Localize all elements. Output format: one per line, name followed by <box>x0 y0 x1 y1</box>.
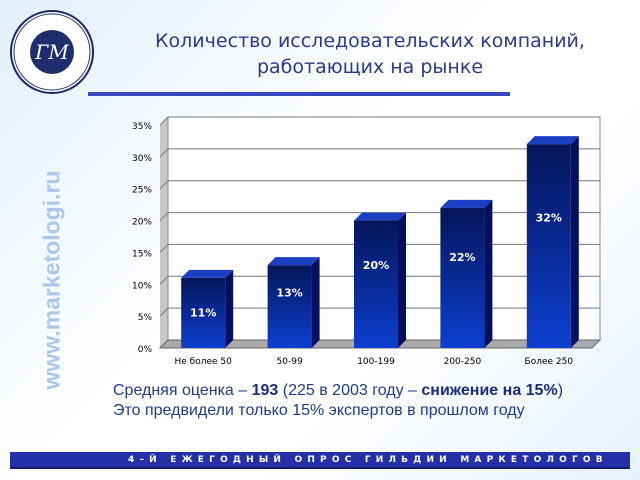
y-tick-label: 30% <box>132 154 152 164</box>
website-watermark: www.marketologi.ru <box>38 170 65 390</box>
bar-value-label: 22% <box>449 251 475 264</box>
bar-top <box>181 269 234 278</box>
bar <box>440 207 485 348</box>
title-divider <box>88 92 510 96</box>
page-title: Количество исследовательских компаний, ра… <box>110 28 630 80</box>
guild-logo: ГМ <box>10 10 94 94</box>
y-tick-label: 25% <box>132 186 152 196</box>
gridline-side <box>159 244 169 253</box>
gridline-side <box>159 180 169 190</box>
plot-side-wall <box>160 117 168 348</box>
bar-side <box>225 269 234 348</box>
gridline-side <box>159 116 169 126</box>
bar <box>354 220 398 348</box>
note-line-1: Средняя оценка – 193 (225 в 2003 году – … <box>113 382 564 399</box>
gridline-side <box>159 212 169 221</box>
bar <box>267 265 312 348</box>
gridline-side <box>159 275 169 285</box>
bar-top <box>526 136 579 145</box>
note-line-2: Это предвидели только 15% экспертов в пр… <box>113 402 525 419</box>
x-tick-label: 200-250 <box>444 357 482 367</box>
y-tick-label: 35% <box>132 122 152 132</box>
bar <box>526 144 571 348</box>
x-tick-label: Не более 50 <box>175 357 233 367</box>
gridline-side <box>159 148 169 158</box>
bar-side <box>398 212 406 348</box>
bar-side <box>311 257 320 348</box>
title-line-1: Количество исследовательских компаний, <box>155 30 585 52</box>
bar-top <box>354 212 406 221</box>
bar-top <box>267 257 320 266</box>
bar-chart: 0% 5% 10% 15% 20% 25% 30% 35% 11% Не более 50 13% 5… <box>132 116 602 367</box>
y-tick-label: 10% <box>132 281 152 291</box>
bar-value-label: 20% <box>363 259 389 272</box>
svg-text:ГМ: ГМ <box>34 40 69 64</box>
bar-top <box>440 199 493 208</box>
summary-note: Средняя оценка – 193 (225 в 2003 году – … <box>113 381 563 421</box>
y-tick-label: 15% <box>132 249 152 259</box>
bar-value-label: 11% <box>190 307 216 320</box>
bar-side <box>570 136 579 348</box>
x-tick-label: 50-99 <box>277 357 303 367</box>
y-tick-label: 5% <box>138 313 153 323</box>
gridline-side <box>159 307 169 317</box>
bar <box>181 277 226 348</box>
x-tick-label: Более 250 <box>525 357 574 367</box>
footer-banner: 4–Й ЕЖЕГОДНЫЙ ОПРОС ГИЛЬДИИ МАРКЕТОЛОГОВ <box>10 452 630 469</box>
y-tick-label: 20% <box>132 218 152 228</box>
y-tick-label: 0% <box>138 345 153 355</box>
x-tick-label: 100-199 <box>357 357 395 367</box>
bar-side <box>484 199 493 348</box>
title-line-2: работающих на рынке <box>256 56 484 78</box>
bar-value-label: 32% <box>536 212 562 225</box>
bar-value-label: 13% <box>276 287 302 300</box>
